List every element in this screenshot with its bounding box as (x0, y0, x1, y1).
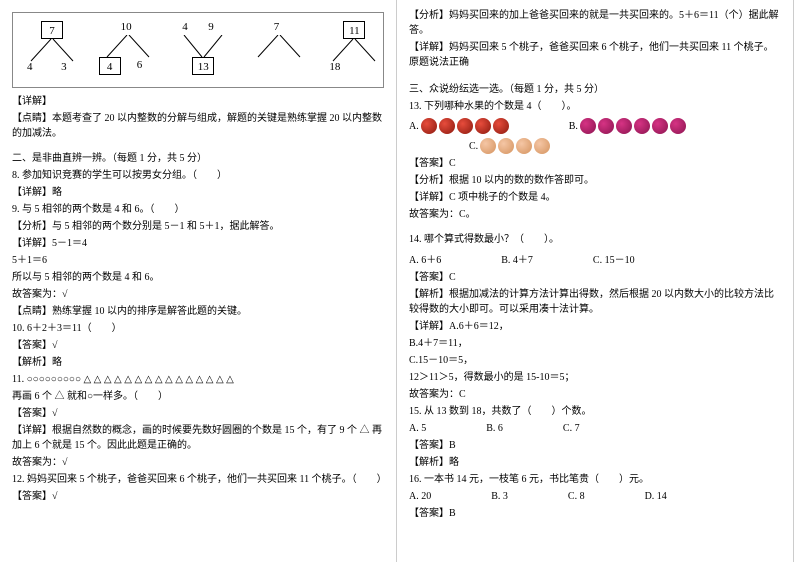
text: 【答案】B (409, 438, 781, 453)
text: 故答案为：√ (12, 287, 384, 302)
berry-icon (580, 118, 596, 134)
tree-2: 10 4 6 (99, 21, 147, 79)
text: 【详解】妈妈买回来 5 个桃子，爸爸买回来 6 个桃子，他们一共买回来 11 个… (409, 40, 781, 70)
tree-3: 4 9 13 (174, 21, 222, 79)
option: C. 15－10 (593, 251, 635, 266)
text: 故答案为：C。 (409, 207, 781, 222)
berry-icon (616, 118, 632, 134)
text: 再画 6 个 △ 就和○一样多。（ ） (12, 389, 384, 404)
text: 故答案为：√ (12, 455, 384, 470)
option: C. 7 (563, 423, 580, 434)
tree-4: 7 (250, 21, 298, 79)
apple-icon (475, 118, 491, 134)
tree-box: 13 (192, 57, 214, 75)
question: 8. 参加知识竞赛的学生可以按男女分组。（ ） (12, 168, 384, 183)
question: 13. 下列哪种水果的个数是 4（ ）。 (409, 99, 781, 114)
option-row: A. 5 B. 6 C. 7 (409, 423, 781, 434)
text: 【点睛】本题考查了 20 以内整数的分解与组成，解题的关键是熟练掌握 20 以内… (12, 111, 384, 141)
text: 5＋1＝6 (12, 253, 384, 268)
text: 【详解】C 项中桃子的个数是 4。 (409, 190, 781, 205)
text: 【详解】略 (12, 185, 384, 200)
text: 故答案为：C (409, 387, 781, 402)
tree-top: 7 (274, 21, 280, 33)
tree-diagram-block: 7 4 3 10 4 6 4 9 13 7 11 18 (12, 12, 384, 88)
text: 【详解】A.6＋6＝12， (409, 319, 781, 334)
text: 【分析】与 5 相邻的两个数分别是 5－1 和 5＋1，据此解答。 (12, 219, 384, 234)
text: 【答案】√ (12, 338, 384, 353)
option: A. 20 (409, 491, 431, 502)
option-row: A. 20 B. 3 C. 8 D. 14 (409, 491, 781, 502)
tree-leaf: 4 (27, 61, 33, 73)
peach-icon (498, 138, 514, 154)
option-row: C. (469, 138, 781, 154)
text: 【详解】 (12, 94, 384, 109)
text: 【分析】根据 10 以内的数的数作答即可。 (409, 173, 781, 188)
tree-box: 4 (99, 57, 121, 75)
option: B. 6 (486, 423, 503, 434)
apple-icon (439, 118, 455, 134)
apple-icon (493, 118, 509, 134)
text: 所以与 5 相邻的两个数是 4 和 6。 (12, 270, 384, 285)
question: 12. 妈妈买回来 5 个桃子，爸爸买回来 6 个桃子，他们一共买回来 11 个… (12, 472, 384, 487)
option: A. 5 (409, 423, 426, 434)
text: 【解析】根据加减法的计算方法计算出得数，然后根据 20 以内数大小的比较方法比较… (409, 287, 781, 317)
text: 【答案】C (409, 156, 781, 171)
text: 【点睛】熟练掌握 10 以内的排序是解答此题的关键。 (12, 304, 384, 319)
text: 【答案】√ (12, 489, 384, 504)
text: 【解析】略 (12, 355, 384, 370)
option-row: A. 6＋6 B. 4＋7 C. 15－10 (409, 251, 781, 266)
question: 15. 从 13 数到 18，共数了（ ）个数。 (409, 404, 781, 419)
text: 【详解】5－1＝4 (12, 236, 384, 251)
option: B. 3 (491, 491, 508, 502)
apple-icon (421, 118, 437, 134)
option: C. 8 (568, 491, 585, 502)
text: 【分析】妈妈买回来的加上爸爸买回来的就是一共买回来的。5＋6＝11（个）据此解答… (409, 8, 781, 38)
text: 【解析】略 (409, 455, 781, 470)
text: 【答案】C (409, 270, 781, 285)
tree-5: 11 18 (325, 21, 373, 79)
berry-icon (598, 118, 614, 134)
text: 【详解】根据自然数的概念，画的时候要先数好圆圈的个数是 15 个，有了 9 个 … (12, 423, 384, 453)
tree-leaf: 6 (137, 59, 143, 71)
tree-1: 7 4 3 (23, 21, 71, 79)
option-label: B. (569, 121, 578, 132)
tree-box: 7 (41, 21, 63, 39)
question: 9. 与 5 相邻的两个数是 4 和 6。（ ） (12, 202, 384, 217)
text: B.4＋7＝11， (409, 336, 781, 351)
tree-box: 11 (343, 21, 365, 39)
tree-leaf: 3 (61, 61, 67, 73)
peach-icon (534, 138, 550, 154)
option-row: A. B. (409, 118, 781, 134)
option: B. 4＋7 (501, 251, 533, 266)
section-heading: 三、众说纷纭选一选。（每题 1 分，共 5 分） (409, 82, 781, 97)
tree-top: 4 (182, 21, 188, 33)
question: 16. 一本书 14 元，一枝笔 6 元，书比笔贵（ ）元。 (409, 472, 781, 487)
section-heading: 二、是非曲直辨一辨。（每题 1 分，共 5 分） (12, 151, 384, 166)
question: 14. 哪个算式得数最小？（ ）。 (409, 232, 781, 247)
peach-icon (516, 138, 532, 154)
apple-icon (457, 118, 473, 134)
option: D. 14 (645, 491, 667, 502)
text: 12＞11＞5，得数最小的是 15-10＝5； (409, 370, 781, 385)
text: C.15－10＝5， (409, 353, 781, 368)
text: 【答案】B (409, 506, 781, 521)
berry-icon (670, 118, 686, 134)
tree-top: 9 (208, 21, 214, 33)
peach-icon (480, 138, 496, 154)
berry-icon (634, 118, 650, 134)
option: A. 6＋6 (409, 251, 441, 266)
text: 【答案】√ (12, 406, 384, 421)
question: 10. 6＋2＋3＝11（ ） (12, 321, 384, 336)
question: 11. ○○○○○○○○○ △ △ △ △ △ △ △ △ △ △ △ △ △ … (12, 372, 384, 387)
option-label: C. (469, 141, 478, 152)
berry-icon (652, 118, 668, 134)
tree-leaf: 18 (329, 61, 340, 73)
tree-top: 10 (121, 21, 132, 33)
option-label: A. (409, 121, 419, 132)
